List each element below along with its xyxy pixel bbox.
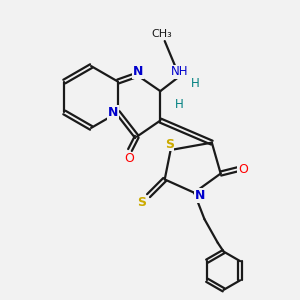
Text: O: O: [124, 152, 134, 165]
Text: CH₃: CH₃: [152, 29, 172, 39]
Text: O: O: [238, 163, 248, 176]
Text: S: S: [137, 196, 146, 209]
Text: H: H: [191, 77, 200, 90]
Text: H: H: [175, 98, 184, 111]
Text: NH: NH: [171, 65, 188, 79]
Text: S: S: [165, 138, 174, 151]
Text: N: N: [195, 189, 205, 202]
Text: N: N: [133, 65, 143, 79]
Text: N: N: [107, 106, 118, 119]
